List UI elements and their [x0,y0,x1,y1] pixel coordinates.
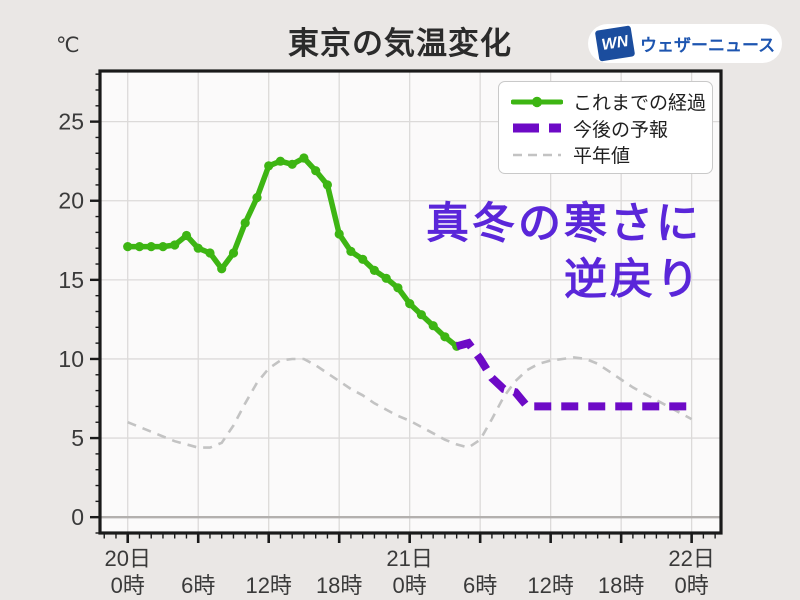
legend-item-forecast: 今後の予報 [511,116,702,141]
legend-label-normal: 平年値 [573,146,631,167]
svg-text:0時: 0時 [393,573,427,598]
svg-text:12時: 12時 [527,573,573,598]
svg-text:21日: 21日 [386,546,432,571]
svg-text:12時: 12時 [245,573,291,598]
svg-text:0時: 0時 [675,573,709,598]
legend-item-normal: 平年値 [511,142,702,167]
svg-text:5: 5 [71,425,84,451]
svg-text:0時: 0時 [111,573,145,598]
thin-dashed-line-icon [513,153,561,156]
annotation-line2: 逆戻り [564,256,702,304]
svg-text:18時: 18時 [316,573,362,598]
y-axis-unit-label: ℃ [56,34,80,57]
svg-text:6時: 6時 [463,573,497,598]
wn-logo-icon: WN [594,25,636,62]
annotation-text: 真冬の寒さに 逆戻り [300,196,702,308]
svg-text:20日: 20日 [104,546,150,571]
weathernews-logo-text: ウェザーニュース [640,36,776,55]
wn-logo-letters: WN [600,32,630,54]
annotation-line1: 真冬の寒さに [426,200,702,248]
legend-label-past: これまでの経過 [573,93,707,114]
weathernews-logo: WN ウェザーニュース [588,24,782,63]
svg-text:6時: 6時 [181,573,215,598]
thick-dashed-line-icon [513,123,561,133]
svg-text:22日: 22日 [668,546,714,571]
svg-text:15: 15 [58,267,84,293]
svg-text:25: 25 [58,109,84,135]
solid-line-with-dot-icon [511,96,563,107]
svg-text:0: 0 [71,504,84,530]
page-title: 東京の気温変化 [288,26,512,61]
svg-text:10: 10 [58,346,84,372]
legend-item-past: これまでの経過 [511,89,706,114]
chart-legend: これまでの経過 今後の予報 平年値 [498,81,713,174]
svg-text:18時: 18時 [598,573,644,598]
svg-text:20: 20 [58,188,84,214]
legend-label-forecast: 今後の予報 [573,119,669,141]
